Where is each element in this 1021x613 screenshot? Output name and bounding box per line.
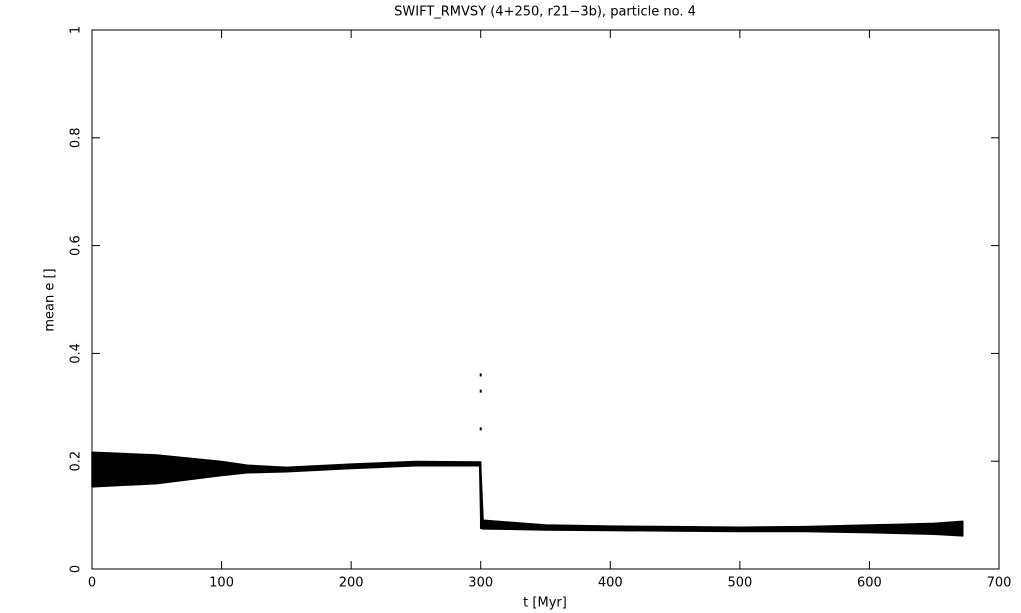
spike-point [479, 373, 482, 377]
band-fill [91, 451, 964, 537]
x-axis-label: t [Myr] [523, 596, 567, 611]
x-tick-label: 300 [468, 576, 493, 591]
y-tick-label: 0.4 [69, 343, 84, 364]
y-tick-label: 0 [69, 565, 84, 573]
chart-title: SWIFT_RMVSY (4+250, r21−3b), particle no… [394, 5, 696, 20]
x-tick-label: 600 [857, 576, 882, 591]
x-tick-label: 100 [209, 576, 234, 591]
y-axis-label: mean e [] [43, 268, 58, 331]
y-tick-label: 0.8 [69, 127, 84, 148]
x-tick-label: 400 [598, 576, 623, 591]
y-tick-label: 1 [69, 26, 84, 34]
spike-point [479, 427, 482, 431]
y-tick-label: 0.6 [69, 235, 84, 256]
spike-point [479, 389, 482, 393]
x-tick-label: 700 [987, 576, 1012, 591]
x-tick-label: 500 [727, 576, 752, 591]
x-tick-label: 0 [88, 576, 96, 591]
y-tick-label: 0.2 [69, 451, 84, 472]
x-tick-label: 200 [339, 576, 364, 591]
plot-frame [91, 29, 1000, 570]
